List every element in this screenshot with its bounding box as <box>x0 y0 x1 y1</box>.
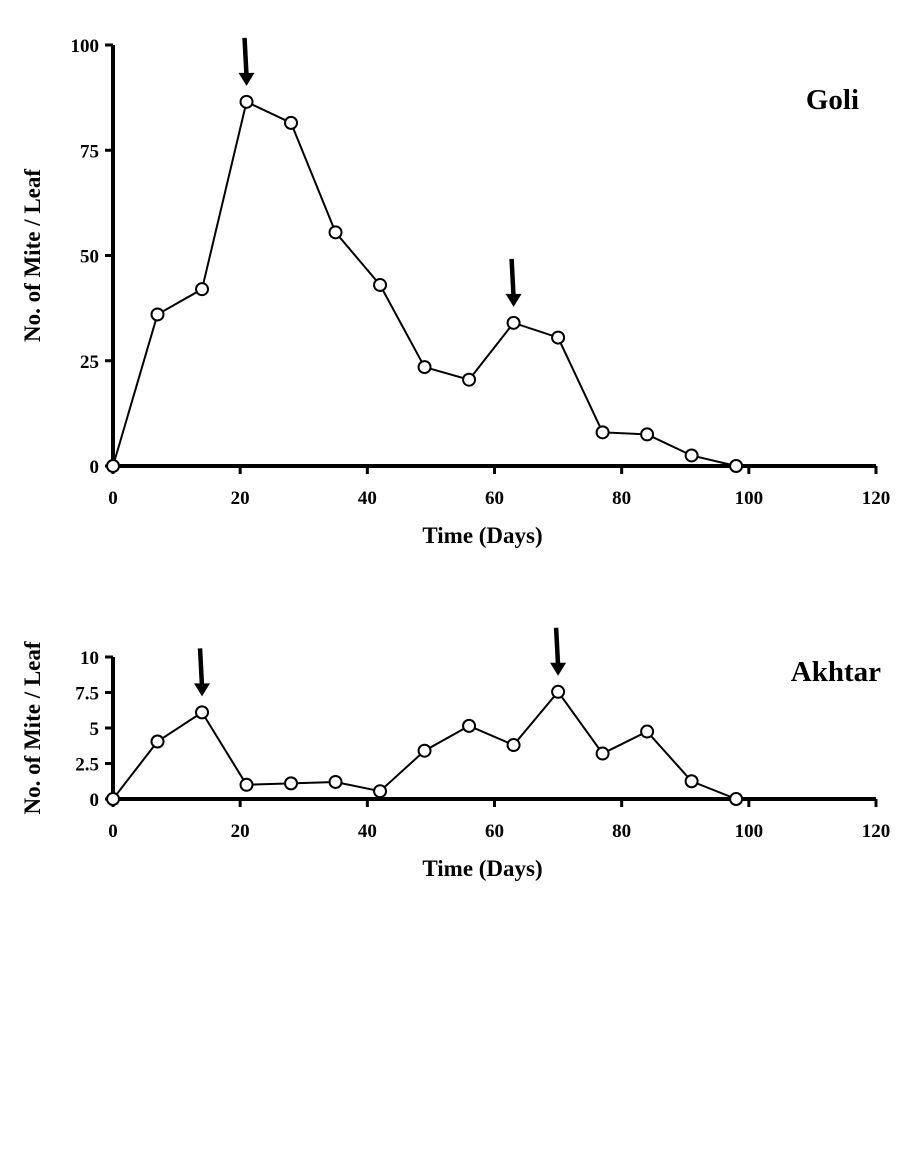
arrow-head <box>550 662 567 676</box>
x-tick-label: 40 <box>358 488 377 509</box>
data-point <box>417 743 432 758</box>
arrow-head <box>238 72 255 86</box>
y-tick-label: 75 <box>80 141 99 162</box>
data-point <box>506 315 521 330</box>
data-point <box>640 427 655 442</box>
x-tick-label: 100 <box>735 821 764 842</box>
data-point <box>729 459 744 473</box>
y-tick-label: 25 <box>80 352 99 373</box>
data-point <box>328 225 343 240</box>
data-point <box>195 705 210 720</box>
x-tick-label: 80 <box>612 488 631 509</box>
data-point <box>106 459 120 473</box>
arrow-shaft <box>553 627 561 666</box>
arrow-shaft <box>197 648 205 687</box>
arrow-head <box>194 683 211 697</box>
arrow-shaft <box>509 258 516 297</box>
data-point <box>195 282 210 297</box>
x-tick-label: 40 <box>358 821 377 842</box>
x-tick-label: 80 <box>612 821 631 842</box>
panel-label: Goli <box>806 84 859 116</box>
y-tick-label: 2.5 <box>75 755 99 776</box>
data-point <box>462 718 477 733</box>
data-point <box>239 777 254 792</box>
data-point <box>417 360 432 375</box>
x-axis-title: Time (Days) <box>422 523 542 548</box>
x-tick-label: 20 <box>231 821 250 842</box>
data-point <box>595 746 610 761</box>
y-axis-title: No. of Mite / Leaf <box>20 641 45 814</box>
x-tick-label: 0 <box>108 488 118 509</box>
arrow-head <box>505 293 522 307</box>
data-point <box>506 738 521 753</box>
data-point <box>373 784 388 799</box>
x-tick-label: 120 <box>862 488 891 509</box>
data-point <box>373 277 388 292</box>
y-axis-title: No. of Mite / Leaf <box>20 169 45 342</box>
data-point <box>328 774 343 789</box>
x-tick-label: 0 <box>108 821 118 842</box>
data-point <box>551 684 566 699</box>
y-tick-label: 50 <box>80 247 99 268</box>
data-point <box>729 792 744 806</box>
x-tick-label: 20 <box>231 488 250 509</box>
data-point <box>150 307 165 322</box>
y-tick-label: 0 <box>90 457 100 478</box>
panel-label: Akhtar <box>791 656 881 688</box>
y-tick-label: 10 <box>80 648 99 669</box>
chart-goli: 0 25 50 75 100 0 20 40 60 80 100 120 Time (Days) No. … <box>20 36 890 548</box>
data-point <box>239 94 254 109</box>
y-tick-label: 0 <box>90 790 100 811</box>
data-point <box>684 448 699 463</box>
x-tick-label: 60 <box>485 821 504 842</box>
y-tick-label: 7.5 <box>75 684 99 705</box>
data-point <box>284 776 299 791</box>
data-point <box>150 734 165 749</box>
x-axis-title: Time (Days) <box>422 856 542 881</box>
data-point <box>284 115 299 130</box>
arrow-shaft <box>242 37 249 76</box>
data-point <box>640 724 655 739</box>
data-point <box>551 330 566 345</box>
x-tick-label: 120 <box>862 821 891 842</box>
x-tick-label: 60 <box>485 488 504 509</box>
y-tick-label: 5 <box>90 719 100 740</box>
data-point <box>106 792 120 806</box>
data-point <box>595 425 610 440</box>
data-point <box>462 372 477 387</box>
x-tick-label: 100 <box>735 488 764 509</box>
y-tick-label: 100 <box>71 36 100 57</box>
data-point <box>684 774 699 789</box>
